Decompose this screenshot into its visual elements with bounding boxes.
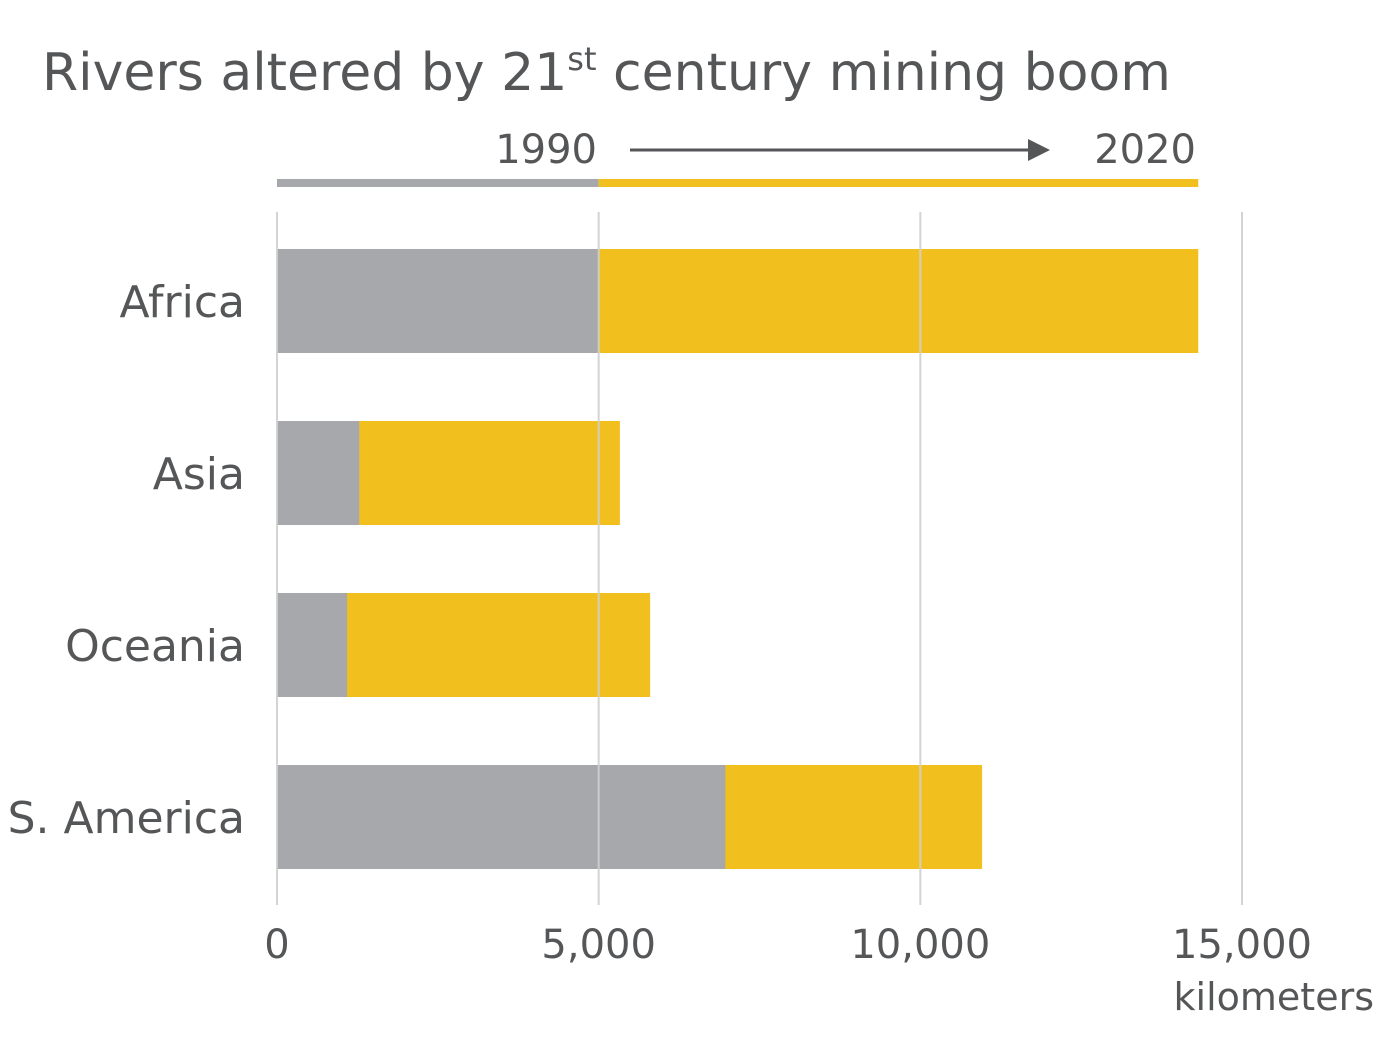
legend-start-label: 1990 — [495, 127, 597, 173]
x-tick-label: 10,000 — [850, 922, 990, 968]
legend-bar-1990 — [277, 179, 599, 187]
bar-1990-1 — [277, 421, 360, 525]
bar-1990-2 — [277, 593, 348, 697]
x-axis-label: kilometers — [1174, 975, 1374, 1019]
bar-1990-0 — [277, 249, 599, 353]
x-tick-label: 15,000 — [1172, 922, 1312, 968]
category-label: Oceania — [65, 621, 245, 672]
category-label: Asia — [153, 449, 245, 500]
category-label: S. America — [8, 793, 245, 844]
legend-end-label: 2020 — [1094, 127, 1196, 173]
chart-title: Rivers altered by 21st century mining bo… — [42, 40, 1171, 103]
legend-arrow-icon — [630, 139, 1050, 161]
x-tick-label: 0 — [264, 922, 289, 968]
category-label: Africa — [120, 277, 246, 328]
legend-bar-2020 — [598, 179, 1199, 187]
bar-1990-3 — [277, 765, 726, 869]
x-tick-label: 5,000 — [541, 922, 656, 968]
